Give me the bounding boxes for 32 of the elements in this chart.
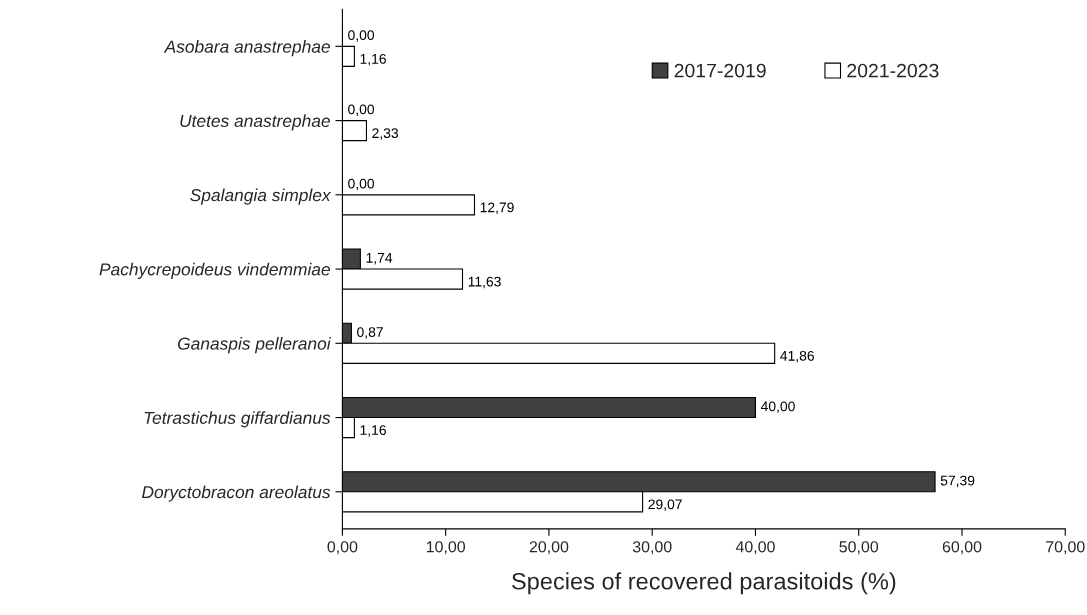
data-label: 0,87 [357,327,383,339]
data-label: 41,86 [780,350,814,363]
y-tick-label: Ganaspis pelleranoi [178,337,331,354]
y-tick-label: Asobara anastrephae [163,40,330,57]
x-tick-label: 40,00 [735,541,775,555]
x-tick-label: 20,00 [529,541,569,555]
data-label: 1,16 [360,425,386,437]
data-label: 0,00 [348,178,375,191]
y-tick-label: Utetes anastrephae [180,114,330,131]
y-tick-label: Doryctobracon areolatus [142,485,331,502]
x-tick-label: 0,00 [327,541,358,555]
data-label: 12,79 [480,202,514,214]
data-label: 11,63 [468,276,501,289]
y-tick-label: Pachycrepoideus vindemmiae [99,262,330,279]
legend-label: 2017-2019 [674,63,766,78]
x-tick-label: 70,00 [1046,541,1085,555]
x-axis-title: Species of recovered parasitoids (%) [512,572,896,595]
x-tick-label: 30,00 [632,541,672,555]
x-tick-label: 60,00 [942,541,982,555]
y-tick-label: Spalangia simplex [190,188,332,205]
data-label: 40,00 [760,401,795,413]
x-tick-label: 50,00 [839,541,879,555]
data-label: 1,74 [366,253,393,265]
x-tick-label: 10,00 [426,541,466,555]
y-tick-label: Tetrastichus giffardianus [144,411,331,428]
data-label: 1,16 [360,53,386,66]
data-label: 0,00 [348,104,375,116]
data-label: 57,39 [940,475,975,488]
legend-label: 2021-2023 [847,63,939,78]
data-label: 2,33 [372,128,399,140]
data-label: 29,07 [648,499,682,511]
data-label: 0,00 [348,30,375,42]
